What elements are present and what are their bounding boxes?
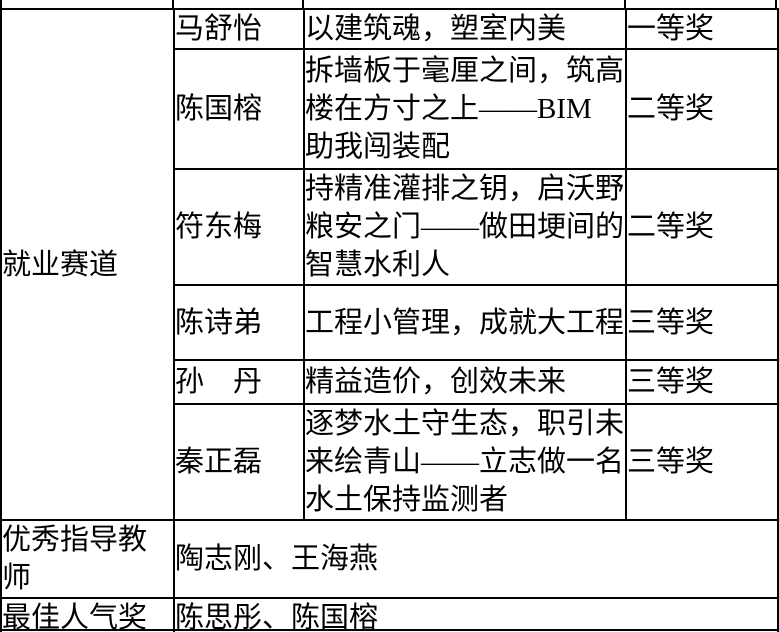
award-level-cell: 一等奖 (625, 8, 779, 50)
footer-value-cell: 陈思彤、陈国榕 (173, 597, 779, 632)
winner-name-cell: 符东梅 (173, 168, 305, 286)
award-level-cell: 三等奖 (625, 284, 779, 361)
project-title-cell: 逐梦水土守生态，职引未来绘青山——立志做一名水土保持监测者 (303, 403, 627, 521)
project-title-cell: 拆墙板于毫厘之间，筑高楼在方寸之上——BIM 助我闯装配 (303, 48, 627, 170)
project-title-cell: 精益造价，创效未来 (303, 359, 627, 405)
award-level-cell: 三等奖 (625, 359, 779, 405)
award-level-cell: 三等奖 (625, 403, 779, 521)
award-level-cell: 二等奖 (625, 48, 779, 170)
project-title-cell: 以建筑魂，塑室内美 (303, 8, 627, 50)
project-title-cell: 持精准灌排之钥，启沃野粮安之门——做田埂间的智慧水利人 (303, 168, 627, 286)
footer-label-cell: 优秀指导教师 (0, 519, 175, 599)
cropped-bottom-border (0, 629, 777, 631)
cropped-top-border-col3 (624, 0, 626, 9)
winner-name-cell: 陈诗弟 (173, 284, 305, 361)
table-row: 最佳人气奖 陈思彤、陈国榕 (0, 597, 779, 632)
table-row: 陈诗弟 工程小管理，成就大工程 三等奖 (1, 284, 779, 361)
table-row: 优秀指导教师 陶志刚、王海燕 (0, 519, 779, 599)
cropped-top-border-col2 (302, 0, 304, 9)
table-row: 就业赛道 马舒怡 以建筑魂，塑室内美 一等奖 (0, 8, 779, 521)
cropped-top-border-left (0, 0, 2, 9)
awards-table: 就业赛道 马舒怡 以建筑魂，塑室内美 一等奖 陈国榕 拆墙板于毫厘之间，筑高楼在… (0, 8, 779, 632)
cropped-top-border-col1 (172, 0, 174, 9)
table-row: 秦正磊 逐梦水土守生态，职引未来绘青山——立志做一名水土保持监测者 三等奖 (1, 403, 779, 521)
winner-name-cell: 孙 丹 (173, 359, 305, 405)
project-title-cell: 工程小管理，成就大工程 (303, 284, 627, 361)
winner-name-cell: 秦正磊 (173, 403, 305, 521)
cropped-top-border-right (775, 0, 777, 9)
table-row: 符东梅 持精准灌排之钥，启沃野粮安之门——做田埂间的智慧水利人 二等奖 (1, 168, 779, 286)
category-cell: 就业赛道 (0, 8, 175, 521)
table-row: 陈国榕 拆墙板于毫厘之间，筑高楼在方寸之上——BIM 助我闯装配 二等奖 (1, 48, 779, 170)
footer-value-cell: 陶志刚、王海燕 (173, 519, 779, 599)
winner-name-cell: 马舒怡 (173, 8, 305, 50)
table-row: 孙 丹 精益造价，创效未来 三等奖 (1, 359, 779, 405)
award-level-cell: 二等奖 (625, 168, 779, 286)
footer-label-cell: 最佳人气奖 (0, 597, 175, 632)
winner-name-cell: 陈国榕 (173, 48, 305, 170)
